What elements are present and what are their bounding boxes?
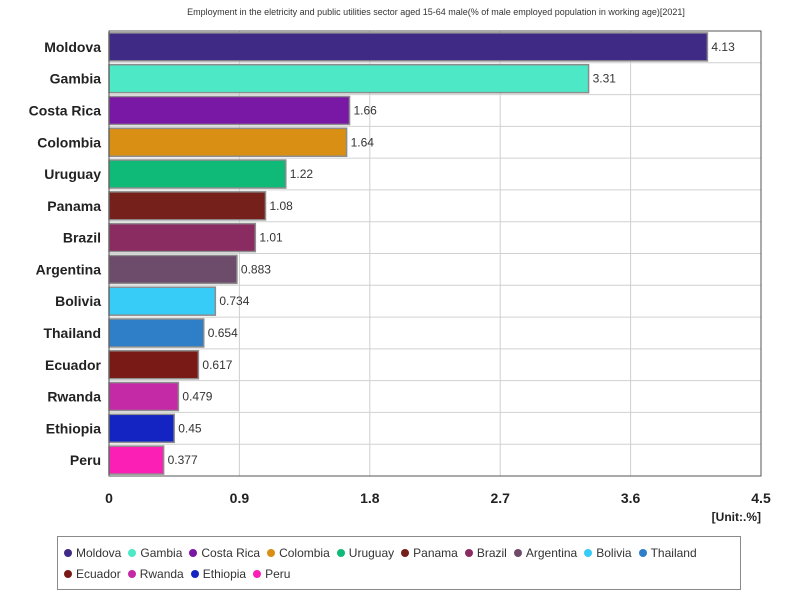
value-label: 1.08 xyxy=(269,199,293,213)
legend-marker xyxy=(638,549,647,557)
value-label: 4.13 xyxy=(711,40,735,54)
legend-label: Colombia xyxy=(279,546,330,560)
bar-thailand xyxy=(108,318,205,348)
legend-item: Ecuador xyxy=(64,564,121,585)
legend-item: Argentina xyxy=(513,543,578,564)
legend-label: Brazil xyxy=(476,546,507,560)
legend-marker xyxy=(267,549,276,557)
legend-marker xyxy=(190,570,199,578)
bar-ethiopia xyxy=(108,413,175,444)
x-tick-label: 2.7 xyxy=(490,490,510,506)
value-label: 0.479 xyxy=(182,390,212,404)
legend-item: Brazil xyxy=(464,543,507,564)
legend-marker xyxy=(584,549,593,557)
category-label: Bolivia xyxy=(55,293,101,309)
legend-marker xyxy=(189,549,198,557)
legend-item: Gambia xyxy=(128,543,182,564)
legend-item: Panama xyxy=(401,543,458,564)
category-label: Brazil xyxy=(63,230,101,246)
category-label: Uruguay xyxy=(44,166,101,182)
legend-label: Rwanda xyxy=(139,567,184,581)
value-label: 0.45 xyxy=(178,421,202,435)
x-tick-label: 3.6 xyxy=(621,490,641,506)
category-label: Moldova xyxy=(44,39,101,55)
value-label: 0.883 xyxy=(241,262,271,276)
category-label: Rwanda xyxy=(47,389,101,405)
x-tick-label: 0.9 xyxy=(230,490,250,506)
legend-item: Moldova xyxy=(64,543,121,564)
category-label: Argentina xyxy=(36,261,102,277)
grid-lines xyxy=(108,31,762,476)
category-label: Colombia xyxy=(37,134,101,150)
legend-marker xyxy=(401,549,410,557)
value-label: 1.64 xyxy=(351,135,375,149)
legend-item: Ethiopia xyxy=(190,564,247,585)
value-label: 0.734 xyxy=(219,294,249,308)
bar-brazil xyxy=(108,222,257,253)
category-label: Panama xyxy=(47,198,101,214)
legend-item: Peru xyxy=(253,564,290,585)
value-label: 1.22 xyxy=(290,167,314,181)
x-tick-label: 4.5 xyxy=(751,490,771,506)
legend-marker xyxy=(64,570,72,578)
legend-label: Moldova xyxy=(76,546,122,560)
category-label: Gambia xyxy=(50,71,102,87)
bar-uruguay xyxy=(108,159,287,189)
bar-bolivia xyxy=(108,286,217,316)
legend-label: Uruguay xyxy=(348,546,395,560)
legend-marker xyxy=(127,570,136,578)
unit-label: [Unit:.%] xyxy=(712,510,761,524)
legend-label: Gambia xyxy=(140,546,183,560)
legend-marker xyxy=(336,549,345,557)
value-label: 3.31 xyxy=(593,72,617,86)
category-label: Costa Rica xyxy=(29,102,102,118)
bar-moldova xyxy=(108,32,709,62)
bar-gambia xyxy=(108,63,590,94)
legend-label: Thailand xyxy=(650,546,697,560)
bar-rwanda xyxy=(108,381,180,412)
legend-label: Costa Rica xyxy=(201,546,261,560)
legend-label: Argentina xyxy=(525,546,578,560)
category-label: Ecuador xyxy=(45,357,102,373)
legend: Moldova Gambia Costa Rica Colombia Uruguay Pa… xyxy=(57,536,741,590)
legend-marker xyxy=(128,549,137,557)
legend-item: Costa Rica xyxy=(189,543,260,564)
legend-marker xyxy=(253,570,262,578)
category-label: Peru xyxy=(70,452,101,468)
value-label: 0.654 xyxy=(208,326,238,340)
legend-item: Thailand xyxy=(638,543,697,564)
x-tick-label: 0 xyxy=(105,490,113,506)
legend-item: Uruguay xyxy=(336,543,395,564)
value-label: 0.617 xyxy=(202,358,232,372)
bar-panama xyxy=(108,191,267,221)
legend-marker xyxy=(464,549,473,557)
bar-peru xyxy=(108,445,165,475)
legend-label: Panama xyxy=(413,546,458,560)
legend-item: Rwanda xyxy=(127,564,184,585)
chart-title: Employment in the eletricity and public … xyxy=(187,7,685,17)
bar-ecuador xyxy=(108,350,200,380)
bar-costa-rica xyxy=(108,95,351,126)
legend-marker xyxy=(64,549,72,557)
category-label: Ethiopia xyxy=(46,420,101,436)
legend-label: Peru xyxy=(265,567,291,581)
bar-colombia xyxy=(108,127,348,157)
value-label: 1.66 xyxy=(354,103,378,117)
legend-marker xyxy=(513,549,522,557)
labels: 0 0.9 1.8 2.7 3.6 4.5 Moldova 4.13 Gambia 3.31 Cos… xyxy=(29,39,771,506)
value-label: 0.377 xyxy=(168,453,198,467)
legend-item: Bolivia xyxy=(584,543,632,564)
value-label: 1.01 xyxy=(259,231,283,245)
bar-chart: 0 0.9 1.8 2.7 3.6 4.5 Moldova 4.13 Gambia 3.31 Cos… xyxy=(29,30,771,524)
legend-label: Ecuador xyxy=(76,567,121,581)
legend-label: Bolivia xyxy=(596,546,632,560)
bars xyxy=(108,32,709,475)
legend-label: Ethiopia xyxy=(202,567,247,581)
legend-item: Colombia xyxy=(267,543,330,564)
bar-argentina xyxy=(108,254,238,285)
x-tick-label: 1.8 xyxy=(360,490,380,506)
category-label: Thailand xyxy=(43,325,101,341)
plot-frame xyxy=(108,30,762,477)
